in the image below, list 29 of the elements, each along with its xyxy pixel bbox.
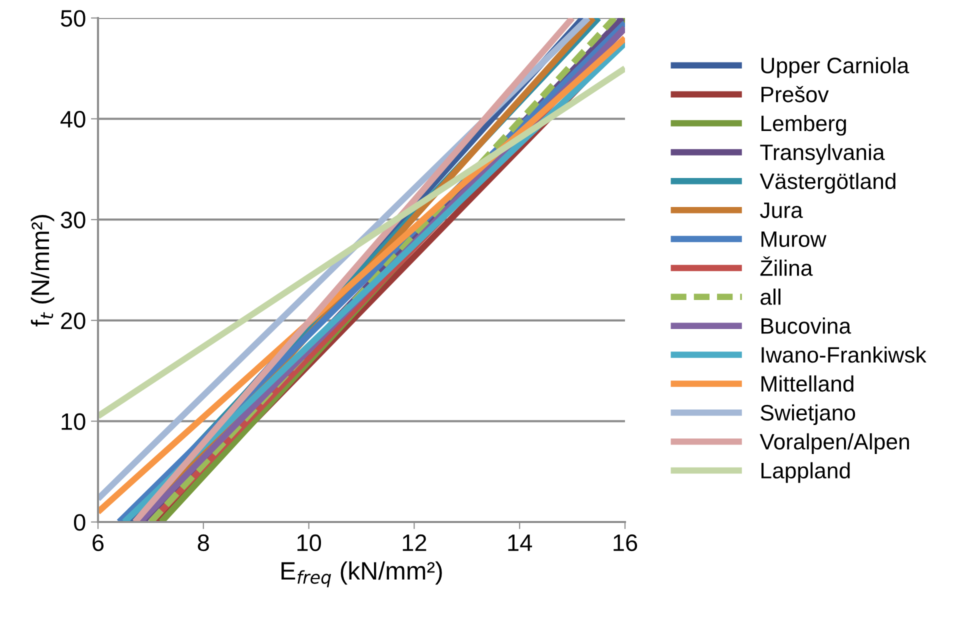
x-tick-label: 6	[92, 534, 104, 552]
x-tick-label: 10	[297, 534, 322, 552]
x-tick-label: 14	[508, 534, 532, 551]
legend-label: Murow	[761, 232, 826, 248]
x-tick-label: 8	[198, 534, 209, 552]
y-axis-title: f$_{t}$ (N/mm²)	[30, 215, 54, 326]
legend-label: Transylvania	[760, 144, 885, 165]
y-tick-label: 30	[60, 212, 86, 228]
legend-label: Upper Carniola	[761, 57, 910, 78]
y-tick-label: 20	[61, 312, 86, 330]
y-tick-label: 40	[60, 110, 86, 128]
legend-label: Jura	[760, 202, 803, 218]
x-tick-label: 16	[614, 534, 638, 552]
y-tick-label: 50	[60, 10, 86, 27]
legend-label: Bucovina	[761, 318, 852, 334]
legend-label: Iwano-Frankiwsk	[762, 346, 926, 363]
legend-label: Žilina	[760, 256, 813, 276]
x-axis-title: E$_{freq}$ (kN/mm²)	[282, 561, 442, 588]
y-tick-label: 10	[62, 413, 86, 430]
y-tick-label: 0	[74, 514, 86, 531]
legend-label: Lemberg	[761, 114, 846, 136]
legend-label: Swietjano	[760, 404, 856, 426]
legend-label: all	[760, 288, 780, 305]
legend-label: Mittelland	[761, 375, 854, 392]
legend-label: Prešov	[761, 86, 829, 102]
legend-label: Voralpen/Alpen	[760, 433, 909, 454]
legend-label: Västergötland	[760, 172, 896, 194]
legend-label: Lappland	[761, 462, 850, 483]
x-tick-label: 12	[402, 534, 426, 551]
